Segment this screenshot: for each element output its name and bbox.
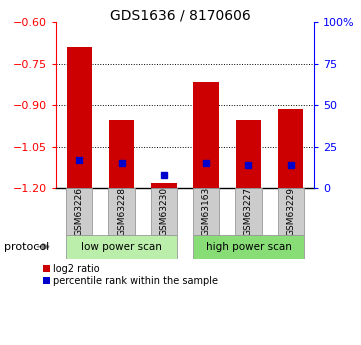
Text: GSM63228: GSM63228 (117, 187, 126, 236)
Bar (66, 235, 177, 259)
Text: GSM63229: GSM63229 (286, 187, 295, 236)
Text: low power scan: low power scan (81, 242, 162, 252)
Bar (193, 188, 219, 235)
Bar (109, 120, 134, 188)
Text: GSM63226: GSM63226 (75, 187, 84, 236)
Text: protocol: protocol (4, 242, 49, 252)
Legend: log2 ratio, percentile rank within the sample: log2 ratio, percentile rank within the s… (43, 264, 218, 286)
Text: GSM63163: GSM63163 (202, 187, 211, 236)
Bar (151, 183, 177, 188)
Text: GSM63227: GSM63227 (244, 187, 253, 236)
Bar (66, 188, 92, 235)
Text: GDS1636 / 8170606: GDS1636 / 8170606 (110, 9, 251, 23)
Bar (108, 188, 135, 235)
Bar (151, 188, 177, 235)
Text: high power scan: high power scan (205, 242, 291, 252)
Bar (236, 120, 261, 188)
Bar (193, 235, 304, 259)
Bar (66, 47, 92, 188)
Bar (278, 188, 304, 235)
Bar (278, 109, 304, 188)
Bar (235, 188, 262, 235)
Bar (193, 82, 219, 188)
Text: GSM63230: GSM63230 (159, 187, 168, 236)
